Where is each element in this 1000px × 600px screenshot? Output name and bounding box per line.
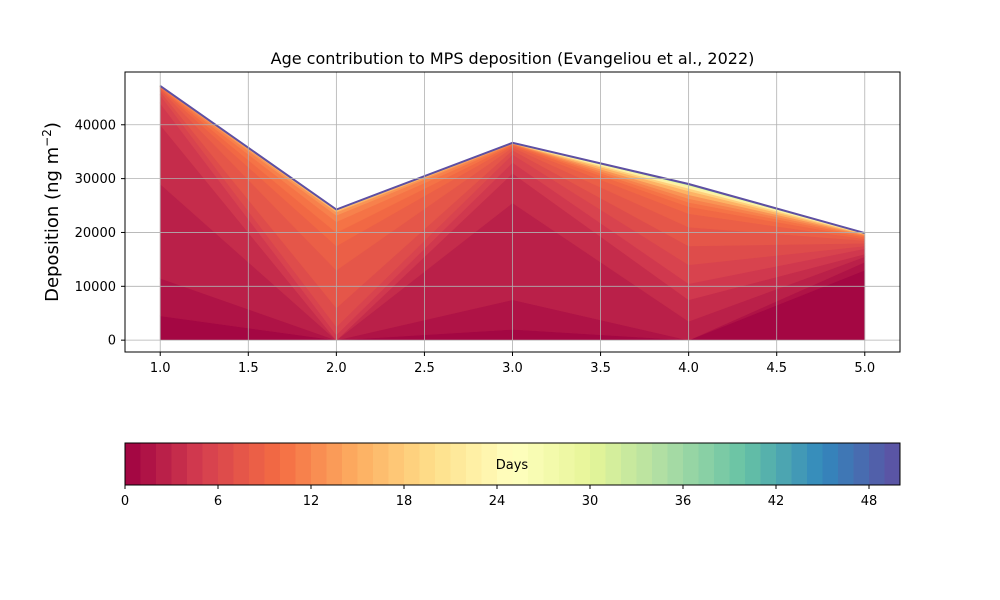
colorbar-tick-label: 48 (861, 494, 878, 509)
y-axis-ticks: 0 10000 20000 30000 40000 (75, 118, 125, 349)
colorbar-swatch (125, 443, 141, 485)
colorbar-swatch (497, 443, 513, 485)
x-tick-label: 2.5 (414, 361, 435, 376)
colorbar-swatch (776, 443, 792, 485)
colorbar-swatch (342, 443, 358, 485)
colorbar-swatch (838, 443, 854, 485)
x-axis-ticks: 1.0 1.5 2.0 2.5 3.0 3.5 4.0 4.5 5.0 (150, 352, 875, 376)
x-tick-label: 5.0 (854, 361, 875, 376)
colorbar-tick-label: 30 (582, 494, 599, 509)
x-tick-label: 2.0 (326, 361, 347, 376)
colorbar-swatch (853, 443, 870, 485)
colorbar-swatch (621, 443, 637, 485)
colorbar-swatch (264, 443, 281, 485)
y-axis-label-close: ) (42, 122, 63, 129)
y-tick-label: 30000 (75, 172, 116, 187)
colorbar-swatch (559, 443, 575, 485)
y-axis-label-main: Deposition (ng m (42, 147, 63, 302)
y-tick-label: 0 (108, 334, 116, 349)
x-tick-label: 4.0 (678, 361, 699, 376)
x-tick-label: 4.5 (766, 361, 787, 376)
colorbar-swatch (249, 443, 265, 485)
colorbar: Days 0 6 12 18 24 30 36 42 48 (121, 442, 901, 509)
y-axis-label-superscript: −2 (40, 129, 54, 147)
colorbar-swatch (466, 443, 482, 485)
colorbar-swatch (822, 443, 839, 485)
colorbar-tick-label: 24 (489, 494, 506, 509)
colorbar-swatch (280, 443, 296, 485)
colorbar-swatch (760, 443, 777, 485)
colorbar-swatch (295, 443, 312, 485)
colorbar-tick-label: 18 (396, 494, 413, 509)
colorbar-swatch (435, 443, 451, 485)
x-tick-label: 3.5 (590, 361, 611, 376)
colorbar-swatch (233, 443, 250, 485)
plot-area: 1.0 1.5 2.0 2.5 3.0 3.5 4.0 4.5 5.0 0 10000 20000 3… (75, 71, 901, 376)
chart-title: Age contribution to MPS deposition (Evan… (271, 49, 755, 68)
colorbar-swatch (450, 443, 467, 485)
x-tick-label: 1.5 (238, 361, 259, 376)
colorbar-swatch (373, 443, 389, 485)
x-tick-label: 1.0 (150, 361, 171, 376)
colorbar-swatch (605, 443, 622, 485)
colorbar-swatch (683, 443, 699, 485)
colorbar-swatch (218, 443, 234, 485)
colorbar-swatch (884, 443, 901, 485)
colorbar-swatch (311, 443, 327, 485)
colorbar-tick-label: 12 (303, 494, 320, 509)
colorbar-swatch (791, 443, 808, 485)
colorbar-ticks: 0 6 12 18 24 30 36 42 48 (121, 485, 877, 509)
colorbar-swatch (543, 443, 560, 485)
colorbar-swatches (125, 443, 901, 485)
colorbar-swatch (729, 443, 746, 485)
y-tick-label: 20000 (75, 226, 116, 241)
grid-lines (125, 72, 900, 352)
y-tick-label: 40000 (75, 118, 116, 133)
colorbar-swatch (652, 443, 668, 485)
colorbar-swatch (326, 443, 343, 485)
colorbar-swatch (714, 443, 730, 485)
colorbar-swatch (574, 443, 591, 485)
colorbar-swatch (667, 443, 684, 485)
colorbar-tick-label: 0 (121, 494, 129, 509)
colorbar-swatch (512, 443, 529, 485)
colorbar-swatch (636, 443, 653, 485)
colorbar-swatch (698, 443, 715, 485)
colorbar-swatch (807, 443, 823, 485)
colorbar-tick-label: 42 (768, 494, 785, 509)
colorbar-swatch (171, 443, 188, 485)
colorbar-swatch (481, 443, 498, 485)
colorbar-swatch (202, 443, 219, 485)
colorbar-swatch (869, 443, 885, 485)
colorbar-swatch (388, 443, 405, 485)
colorbar-swatch (404, 443, 420, 485)
colorbar-tick-label: 36 (675, 494, 692, 509)
colorbar-swatch (156, 443, 172, 485)
colorbar-tick-label: 6 (214, 494, 222, 509)
colorbar-frame (124, 442, 901, 486)
colorbar-swatch (745, 443, 761, 485)
colorbar-swatch (590, 443, 606, 485)
colorbar-swatch (419, 443, 436, 485)
colorbar-swatch (357, 443, 374, 485)
y-tick-label: 10000 (75, 280, 116, 295)
colorbar-label: Days (496, 458, 529, 473)
x-tick-label: 3.0 (502, 361, 523, 376)
colorbar-swatch (140, 443, 157, 485)
colorbar-swatch (528, 443, 544, 485)
colorbar-swatch (187, 443, 203, 485)
y-axis-label: Deposition (ng m−2) (40, 122, 63, 302)
